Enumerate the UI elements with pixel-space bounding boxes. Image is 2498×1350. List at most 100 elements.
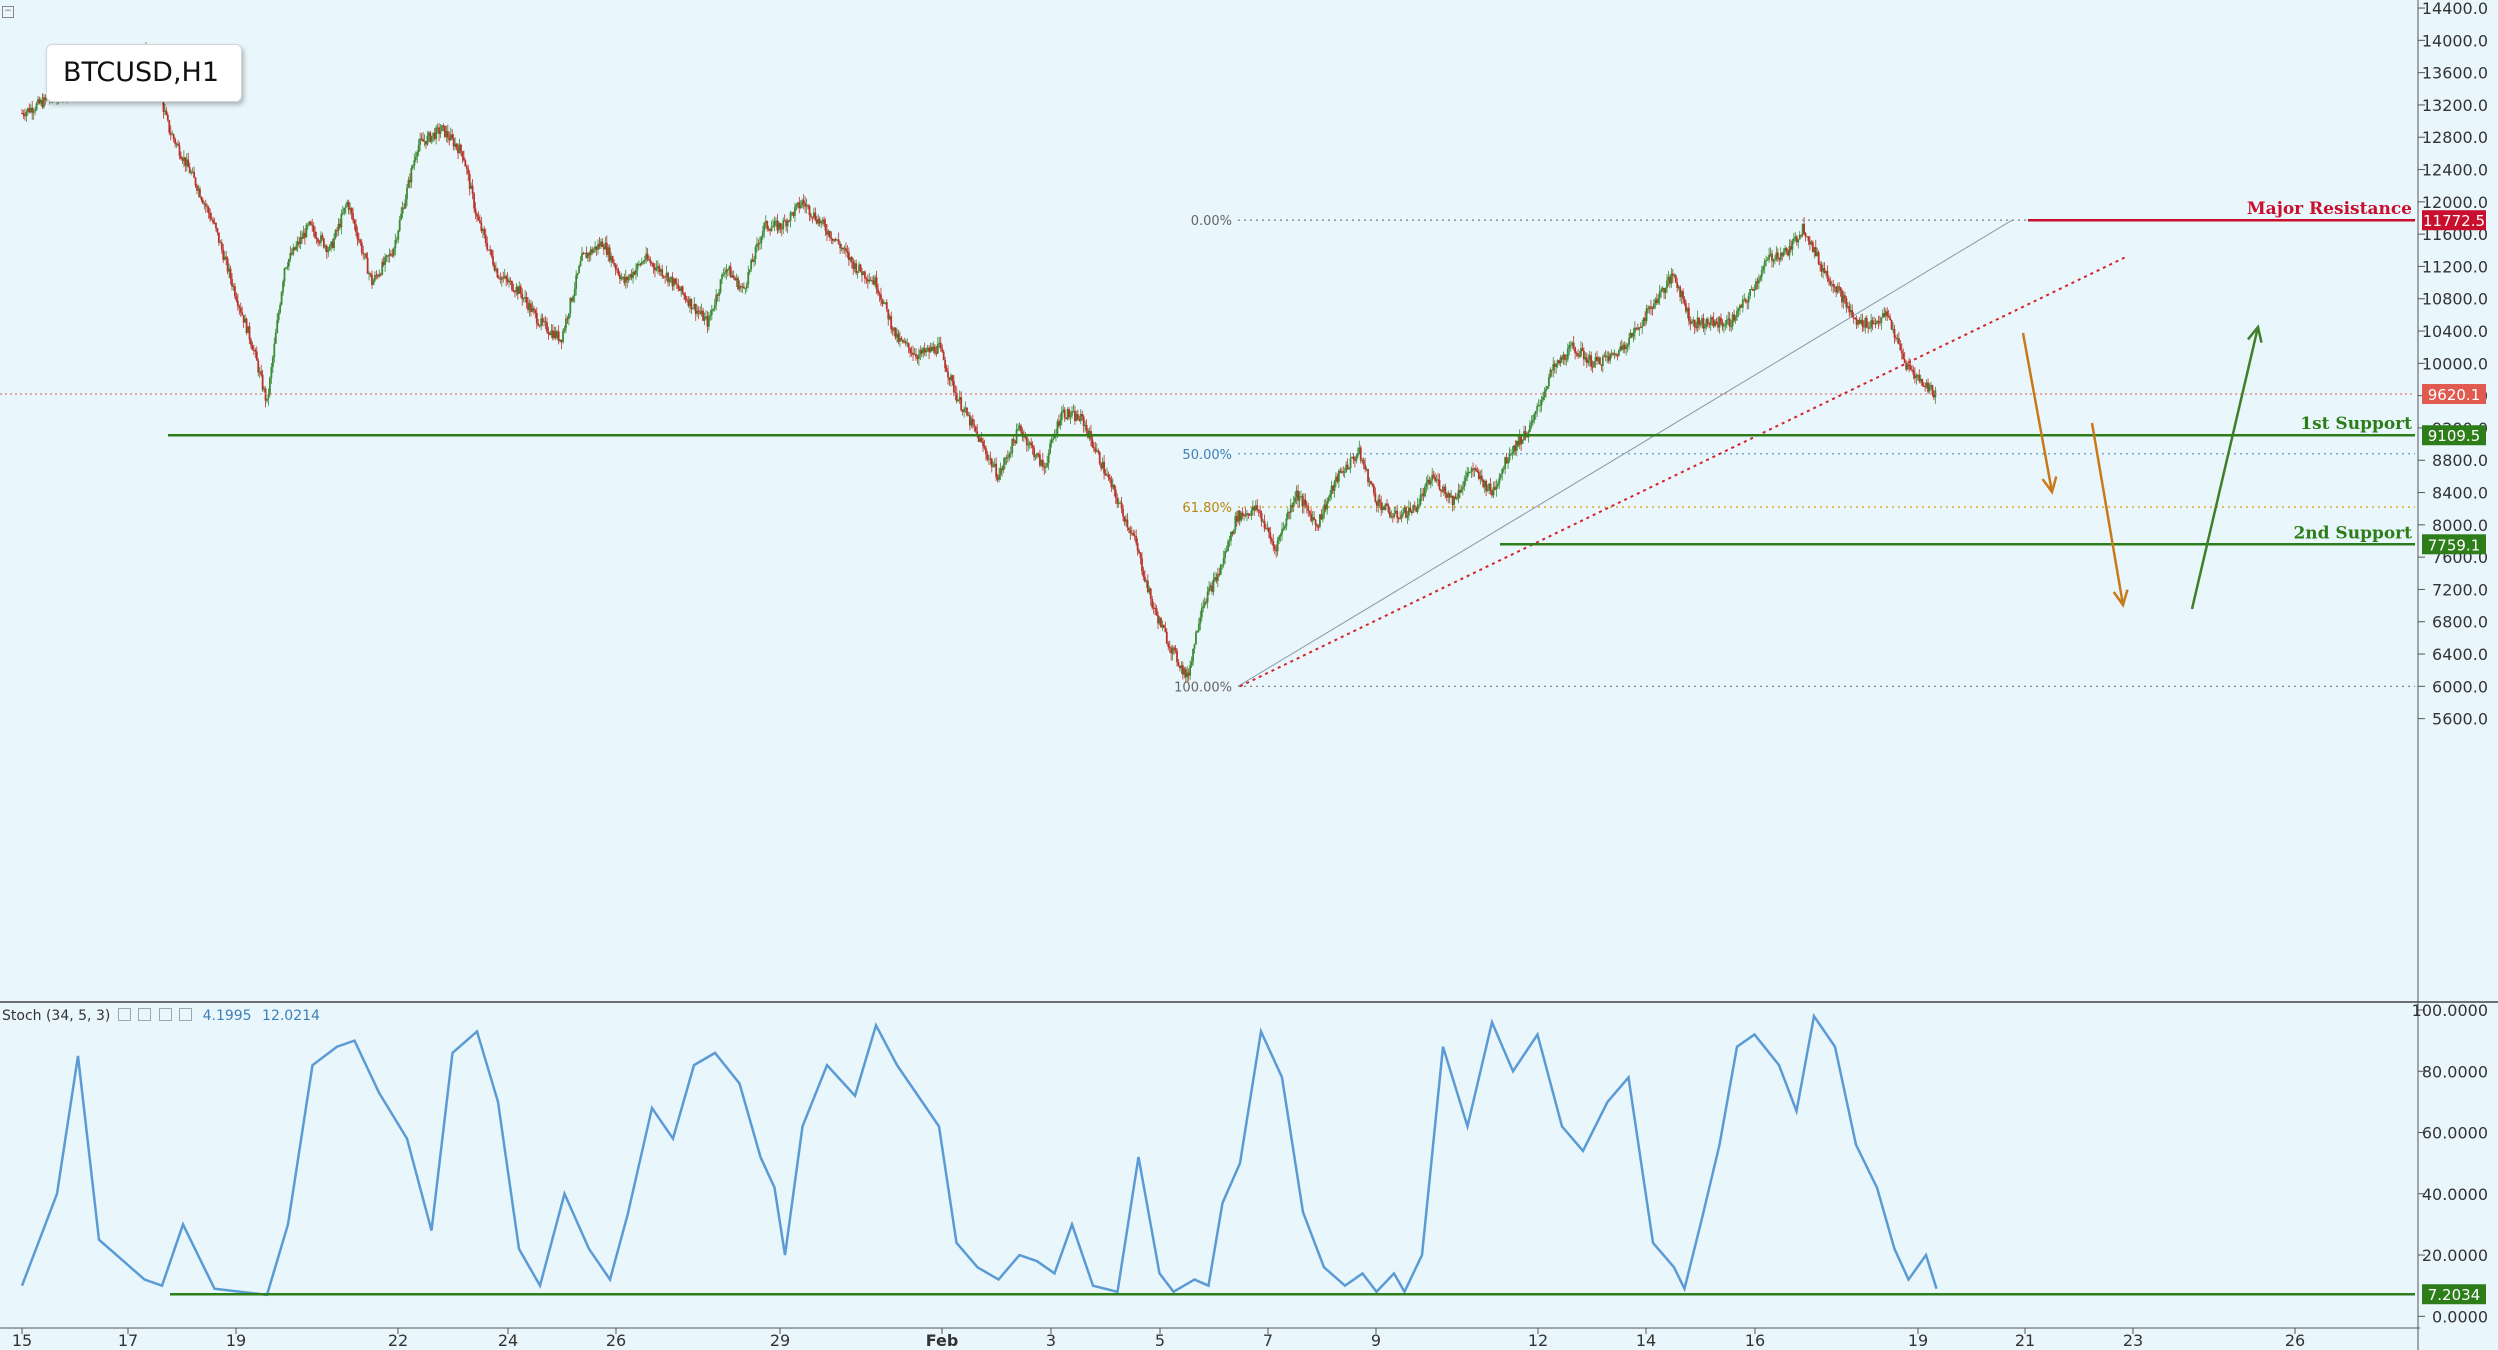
candle-body: [1091, 439, 1094, 447]
candle-body: [993, 463, 996, 467]
candle-body: [744, 288, 747, 290]
candle-body: [718, 292, 720, 296]
candle-body: [1123, 516, 1126, 522]
candle-body: [1179, 665, 1181, 669]
candle-body: [1472, 468, 1474, 470]
candle-body: [1787, 250, 1789, 256]
candle-body: [1130, 532, 1133, 534]
candle-body: [204, 203, 207, 207]
candle-body: [1095, 450, 1098, 452]
candle-body: [794, 207, 796, 216]
candle-body: [509, 280, 512, 282]
candle-body: [643, 259, 646, 262]
candle-body: [1249, 514, 1251, 516]
price-tick-label: 6800.0: [2432, 613, 2488, 632]
candle-body: [1628, 337, 1630, 345]
candle-body: [1313, 517, 1315, 521]
candle-body: [1273, 545, 1276, 550]
candle-body: [1422, 493, 1425, 497]
candle-body: [1820, 264, 1823, 272]
candle-body: [661, 269, 664, 277]
candle-body: [1804, 233, 1807, 237]
candle-body: [196, 185, 198, 191]
candle-body: [1924, 386, 1927, 388]
candle-body: [1193, 644, 1196, 649]
candle-body: [820, 221, 823, 224]
candle-body: [616, 268, 618, 271]
candle-body: [999, 468, 1002, 475]
candle-body: [807, 205, 809, 207]
candle-body: [212, 219, 214, 223]
candle-body: [368, 273, 370, 275]
candle-body: [1094, 448, 1097, 452]
visibility-toggle-icon[interactable]: [117, 1008, 131, 1021]
candle-body: [1549, 369, 1552, 378]
candle-body: [378, 274, 381, 277]
candle-body: [360, 242, 363, 253]
candle-body: [1905, 362, 1908, 370]
settings-icon[interactable]: [138, 1008, 152, 1021]
candle-body: [1776, 252, 1779, 259]
candle-body: [1613, 353, 1616, 355]
candle-body: [1342, 471, 1345, 473]
candle-body: [980, 438, 983, 442]
candle-body: [621, 276, 624, 278]
candle-body: [1609, 353, 1612, 361]
candle-body: [684, 295, 687, 300]
candle-body: [789, 212, 792, 222]
candle-body: [260, 371, 263, 375]
candle-body: [234, 286, 236, 297]
candle-body: [359, 240, 362, 243]
add-icon[interactable]: [158, 1008, 172, 1021]
down-arrow-2-head: [2112, 589, 2129, 608]
candle-body: [1782, 251, 1785, 256]
candle-body: [229, 268, 232, 279]
candle-body: [231, 278, 233, 287]
candle-body: [271, 357, 274, 368]
stoch-tick-label: 40.0000: [2422, 1185, 2488, 1204]
candle-body: [1300, 496, 1302, 498]
candle-body: [1216, 574, 1219, 581]
candle-body: [840, 247, 843, 249]
candle-body: [277, 312, 280, 321]
collapse-pane-icon[interactable]: −: [2, 6, 14, 18]
candle-body: [460, 144, 462, 152]
candle-body: [1750, 289, 1753, 291]
candle-body: [928, 347, 930, 353]
candle-body: [1345, 464, 1348, 472]
candle-body: [516, 286, 519, 294]
candle-body: [1339, 470, 1342, 473]
candle-body: [697, 310, 700, 313]
candle-body: [194, 177, 197, 186]
candle-body: [1222, 557, 1225, 565]
candle-body: [32, 111, 35, 113]
candle-body: [1752, 289, 1754, 291]
candle-body: [563, 328, 566, 332]
candle-body: [1445, 494, 1448, 498]
candle-body: [1085, 424, 1088, 431]
candle-body: [1394, 510, 1397, 514]
candle-body: [1542, 397, 1544, 401]
candle-body: [1294, 497, 1297, 503]
candle-body: [923, 348, 926, 353]
candle-body: [175, 143, 178, 145]
candle-body: [1651, 308, 1654, 310]
candle-body: [941, 348, 944, 352]
candle-body: [1109, 477, 1111, 480]
candle-body: [795, 204, 798, 208]
remove-icon[interactable]: [179, 1008, 193, 1021]
candle-body: [1377, 499, 1380, 506]
candle-body: [865, 278, 868, 280]
candle-body: [266, 398, 268, 401]
candle-body: [366, 257, 369, 274]
candle-body: [1295, 490, 1298, 498]
candle-body: [324, 246, 327, 248]
candle-body: [1679, 286, 1682, 297]
candle-body: [1238, 510, 1241, 521]
candle-body: [1919, 378, 1922, 382]
candle-body: [1652, 303, 1655, 309]
candle-body: [1571, 342, 1574, 345]
candle-body: [648, 259, 650, 261]
candle-body: [315, 237, 318, 239]
